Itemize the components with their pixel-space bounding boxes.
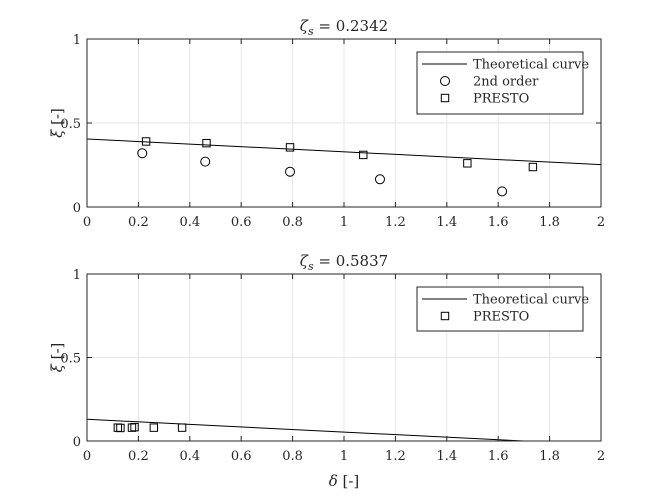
legend-square-swatch (440, 93, 450, 103)
x-tick-label: 0.8 (282, 215, 303, 230)
x-axis-label: δ [-] (329, 472, 360, 490)
point-presto (285, 143, 295, 152)
x-tick-label: 0.6 (231, 449, 252, 464)
legend-label: Theoretical curve (473, 58, 589, 73)
legend-square-swatch (440, 311, 450, 321)
point-2nd-order (285, 166, 296, 177)
x-tick-label: 1.2 (385, 215, 406, 230)
y-tick-label: 0.5 (60, 117, 81, 132)
chart-title: ζs = 0.5837 (300, 252, 388, 273)
x-tick-label: 2 (597, 215, 605, 230)
legend-label: Theoretical curve (473, 293, 589, 308)
legend-circle-swatch (440, 76, 450, 86)
y-axis-label: ξ [-] (48, 108, 66, 138)
x-tick-label: 1.6 (488, 215, 509, 230)
legend: Theoretical curve PRESTO (416, 286, 589, 332)
y-axis-label: ξ [-] (48, 343, 66, 373)
point-2nd-order (137, 148, 148, 159)
chart-title: ζs = 0.2342 (300, 17, 388, 38)
point-2nd-order (497, 186, 508, 197)
theoretical-curve-line (86, 418, 524, 442)
legend: Theoretical curve 2nd order PRESTO (416, 51, 589, 115)
y-tick-label: 1 (73, 33, 81, 48)
x-tick-label: 0.6 (231, 215, 252, 230)
chart-panel-2: 0 0.2 0.4 0.6 0.8 1 1.2 1.4 1.6 1.8 2 0 0.5 1 ζs = 0.5… (48, 252, 605, 490)
y-tick-label: 0.5 (60, 352, 81, 367)
legend-label: 2nd order (473, 75, 539, 90)
point-presto (528, 162, 538, 172)
point-presto (127, 423, 137, 432)
point-2nd-order (374, 174, 385, 185)
point-presto (130, 422, 139, 432)
theoretical-curve-line (86, 138, 602, 166)
point-presto (359, 150, 368, 160)
point-2nd-order (200, 156, 211, 167)
point-presto (177, 423, 187, 432)
legend-label: PRESTO (473, 92, 529, 107)
x-tick-label: 0.2 (128, 449, 149, 464)
x-tick-label: 1.2 (385, 449, 406, 464)
point-presto (463, 159, 472, 168)
x-tick-label: 0 (83, 449, 91, 464)
x-tick-label: 0.8 (282, 449, 303, 464)
x-tick-label: 0 (83, 215, 91, 230)
x-tick-label: 0.2 (128, 215, 149, 230)
point-presto (149, 423, 159, 432)
point-presto (202, 138, 211, 148)
point-presto (141, 137, 151, 146)
x-tick-label: 1.4 (436, 449, 457, 464)
x-tick-label: 1 (340, 449, 348, 464)
x-tick-label: 2 (597, 449, 605, 464)
point-presto (116, 423, 125, 433)
x-tick-label: 1.8 (539, 449, 560, 464)
legend-label: PRESTO (473, 310, 529, 325)
y-tick-label: 1 (73, 268, 81, 283)
legend-box (416, 51, 584, 115)
x-tick-label: 1.4 (436, 215, 457, 230)
y-tick-label: 0 (73, 201, 81, 216)
x-tick-label: 0.4 (179, 215, 200, 230)
legend-box (416, 286, 584, 332)
x-tick-label: 1 (340, 215, 348, 230)
y-tick-label: 0 (73, 435, 81, 450)
x-tick-label: 1.8 (539, 215, 560, 230)
x-tick-label: 0.4 (179, 449, 200, 464)
x-tick-label: 1.6 (488, 449, 509, 464)
chart-panel-1: 0 0.2 0.4 0.6 0.8 1 1.2 1.4 1.6 1.8 2 0 0.5 1 ζs = 0.2… (48, 17, 605, 230)
